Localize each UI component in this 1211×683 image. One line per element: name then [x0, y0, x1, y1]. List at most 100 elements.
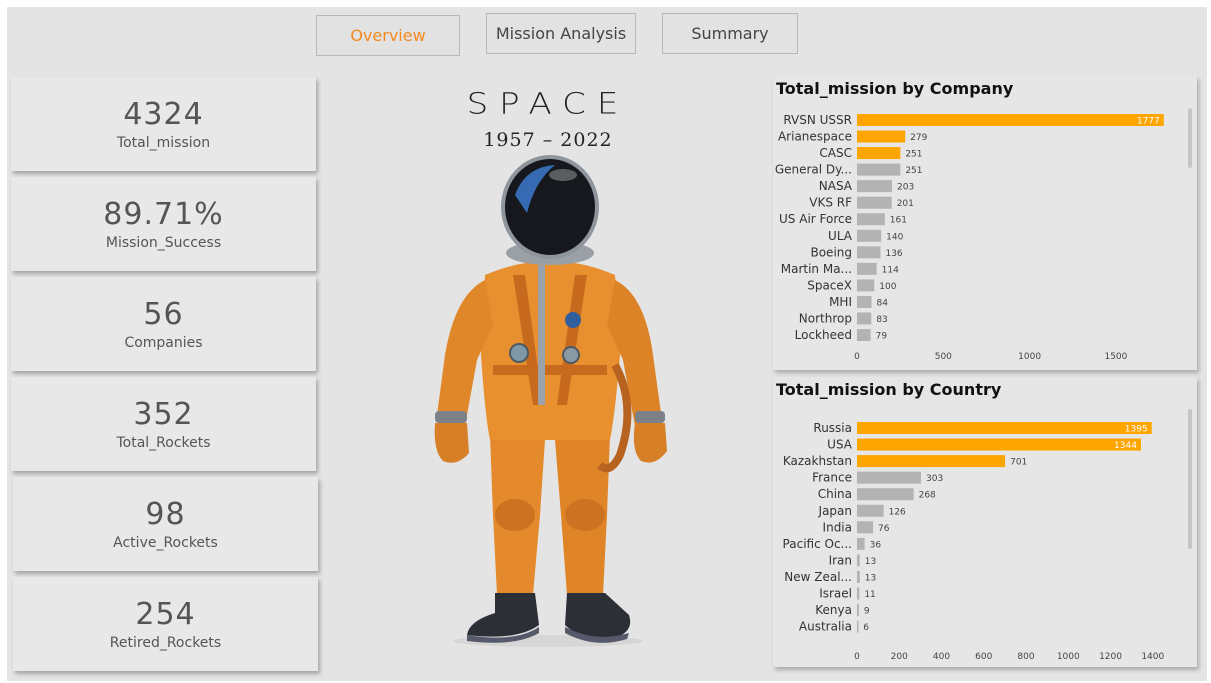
x-tick-label: 1400: [1141, 652, 1164, 662]
tab-summary[interactable]: Summary: [662, 13, 798, 54]
data-label: 9: [864, 607, 870, 617]
x-tick-label: 600: [975, 652, 992, 662]
chart-panel-company: Total_mission by Company RVSN USSR 1777 Ar…: [773, 76, 1197, 370]
bar[interactable]: [857, 587, 860, 600]
bar[interactable]: [857, 488, 914, 501]
data-label: 36: [870, 540, 882, 550]
data-label: 13: [865, 557, 876, 567]
category-label: France: [812, 471, 852, 485]
category-label: Iran: [829, 553, 852, 567]
data-label: 114: [882, 265, 899, 275]
bar[interactable]: [857, 504, 884, 517]
category-label: Boeing: [810, 245, 852, 259]
x-tick-label: 500: [935, 352, 952, 362]
kpi-card-mission-success: 89.71% Mission_Success: [11, 177, 316, 271]
bar[interactable]: [857, 180, 893, 193]
data-label: 201: [897, 199, 914, 209]
x-tick-label: 1000: [1018, 352, 1041, 362]
tab-overview[interactable]: Overview: [316, 15, 460, 56]
category-label: Lockheed: [795, 328, 852, 342]
bar[interactable]: [857, 521, 874, 534]
kpi-value: 4324: [123, 96, 204, 132]
x-tick-label: 1000: [1057, 652, 1080, 662]
category-label: NASA: [819, 179, 853, 193]
bar[interactable]: [857, 604, 859, 617]
bar[interactable]: [857, 570, 860, 583]
bar[interactable]: [857, 455, 1006, 468]
category-label: MHI: [829, 295, 852, 309]
x-tick-label: 1500: [1104, 352, 1127, 362]
kpi-value: 254: [135, 596, 196, 632]
chart-title: Total_mission by Company: [776, 79, 1014, 98]
data-label: 140: [886, 232, 903, 242]
bar[interactable]: [857, 196, 892, 209]
bar[interactable]: [857, 554, 860, 567]
bar[interactable]: [857, 422, 1152, 434]
kpi-value: 56: [143, 296, 184, 332]
kpi-value: 98: [145, 496, 186, 532]
category-label: RVSN USSR: [783, 113, 852, 127]
x-tick-label: 0: [854, 652, 860, 662]
scrollbar[interactable]: [1188, 409, 1192, 549]
kpi-card-companies: 56 Companies: [11, 277, 316, 371]
kpi-label: Active_Rockets: [113, 534, 218, 551]
tab-mission-analysis[interactable]: Mission Analysis: [486, 13, 636, 54]
kpi-value: 89.71%: [103, 196, 224, 232]
bar[interactable]: [857, 147, 901, 160]
data-label: 13: [865, 573, 876, 583]
bar[interactable]: [857, 246, 881, 259]
scrollbar[interactable]: [1188, 108, 1192, 168]
bar[interactable]: [857, 213, 885, 226]
category-label: VKS RF: [809, 196, 852, 210]
category-label: Pacific Oc...: [783, 537, 852, 551]
kpi-label: Mission_Success: [105, 234, 222, 251]
data-label: 6: [863, 623, 869, 633]
data-label: 126: [889, 507, 906, 517]
year-range: 1957 – 2022: [483, 129, 613, 151]
data-label: 1777: [1137, 117, 1160, 127]
kpi-card-total-rockets: 352 Total_Rockets: [11, 377, 316, 471]
category-label: SpaceX: [807, 278, 852, 292]
category-label: Kenya: [815, 603, 852, 617]
data-label: 251: [905, 150, 922, 160]
kpi-label: Retired_Rockets: [109, 634, 222, 651]
category-label: CASC: [819, 146, 852, 160]
kpi-label: Companies: [124, 334, 203, 351]
bar[interactable]: [857, 295, 872, 308]
bar[interactable]: [857, 329, 871, 342]
data-label: 76: [878, 524, 890, 534]
data-label: 136: [885, 249, 902, 259]
data-label: 279: [910, 133, 927, 143]
company-bar-chart: RVSN USSR 1777 Arianespace 279 CASC 251 Genera…: [775, 113, 1164, 362]
x-tick-label: 0: [854, 352, 860, 362]
bar[interactable]: [857, 163, 901, 176]
bar[interactable]: [857, 471, 922, 484]
bar[interactable]: [857, 262, 877, 275]
category-label: China: [818, 487, 852, 501]
category-label: Australia: [799, 620, 852, 634]
space-logo: SPACE: [466, 87, 630, 121]
x-tick-label: 400: [933, 652, 950, 662]
category-label: USA: [827, 438, 853, 452]
category-label: General Dy...: [775, 163, 852, 177]
bar[interactable]: [857, 130, 906, 143]
bar[interactable]: [857, 438, 1141, 451]
category-label: Northrop: [799, 311, 852, 325]
data-label: 251: [905, 166, 922, 176]
kpi-label: Total_mission: [116, 134, 211, 151]
data-label: 83: [876, 315, 887, 325]
kpi-card-active-rockets: 98 Active_Rockets: [13, 477, 318, 571]
bar[interactable]: [857, 620, 859, 633]
bar[interactable]: [857, 312, 872, 325]
bar[interactable]: [857, 114, 1164, 126]
bar[interactable]: [857, 229, 882, 242]
bar[interactable]: [857, 279, 875, 292]
data-label: 100: [879, 282, 896, 292]
bar[interactable]: [857, 537, 865, 550]
country-bar-chart: Russia 1395 USA 1344 Kazakhstan 701 France 303 C…: [783, 421, 1165, 662]
category-label: India: [823, 520, 852, 534]
category-label: New Zeal...: [784, 570, 852, 584]
data-label: 161: [890, 216, 907, 226]
data-label: 11: [864, 590, 875, 600]
kpi-card-total-mission: 4324 Total_mission: [11, 77, 316, 171]
